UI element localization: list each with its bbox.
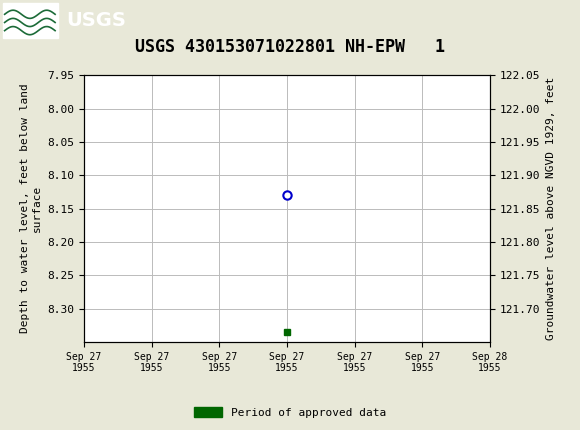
Text: USGS 430153071022801 NH-EPW   1: USGS 430153071022801 NH-EPW 1: [135, 38, 445, 56]
FancyBboxPatch shape: [3, 3, 58, 37]
Y-axis label: Depth to water level, feet below land
surface: Depth to water level, feet below land su…: [20, 84, 42, 333]
Text: USGS: USGS: [67, 11, 126, 30]
Legend: Period of approved data: Period of approved data: [190, 403, 390, 422]
Y-axis label: Groundwater level above NGVD 1929, feet: Groundwater level above NGVD 1929, feet: [546, 77, 556, 340]
